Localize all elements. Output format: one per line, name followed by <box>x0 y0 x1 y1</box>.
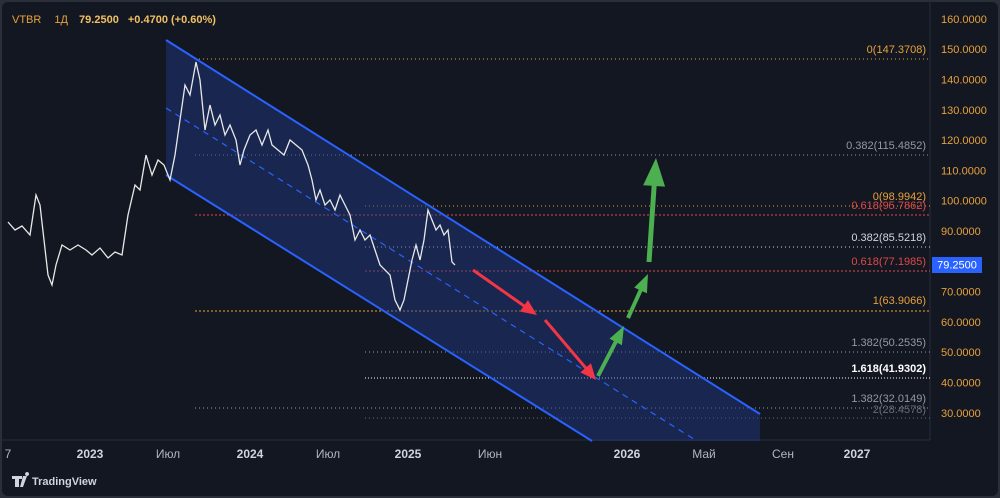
y-tick-label: 60.0000 <box>941 317 981 329</box>
x-tick-label: Июл <box>316 447 340 461</box>
fib-labels: 0(147.3708)0.382(115.4852)0(98.9942)0.61… <box>846 44 926 416</box>
y-tick-label: 130.0000 <box>941 105 987 117</box>
fib-label: 1.382(50.2535) <box>851 337 926 349</box>
channel-middle <box>165 107 698 442</box>
footer: TradingView <box>12 472 97 488</box>
price-line <box>7 61 456 312</box>
fib-label: 0(147.3708) <box>867 44 926 56</box>
symbol: VTBR <box>12 14 41 26</box>
current-price: 79.2500 <box>937 259 977 271</box>
price-tag-bg <box>932 257 982 273</box>
x-tick-label: Сен <box>772 447 794 461</box>
fib-label: 1.618(41.9302) <box>851 363 926 375</box>
x-tick-label: Июн <box>478 447 502 461</box>
x-tick-label: 2024 <box>237 447 264 461</box>
fib-label: 0.382(85.5218) <box>851 232 926 244</box>
fib-label: 0(98.9942) <box>873 191 926 203</box>
x-tick-label: 2027 <box>844 447 871 461</box>
arrow <box>472 268 537 315</box>
fib-lines <box>195 58 930 419</box>
header: VTBR 1Д 79.2500 +0.4700 (+0.60%) <box>12 14 216 26</box>
arrow <box>543 319 596 380</box>
price-change: +0.4700 (+0.60%) <box>128 14 216 26</box>
y-tick-label: 50.0000 <box>941 347 981 359</box>
arrow <box>596 326 624 377</box>
forecast-arrows <box>472 158 666 380</box>
y-tick-label: 110.0000 <box>941 165 986 177</box>
y-tick-label: 90.0000 <box>941 226 981 238</box>
interval: 1Д <box>54 14 68 26</box>
y-tick-label: 150.0000 <box>941 44 987 56</box>
x-tick-label: 7 <box>5 447 12 461</box>
fib-label: 1.382(32.0149) <box>851 393 926 405</box>
channel-fill <box>166 40 760 441</box>
x-tick-label: 2026 <box>614 447 641 461</box>
y-tick-label: 70.0000 <box>941 287 981 299</box>
time-axis: 7 2023 Июл 2024 Июл 2025 Июн 2026 Май Сен 2027 <box>5 447 871 461</box>
last-price: 79.2500 <box>79 14 119 26</box>
y-tick-label: 160.0000 <box>941 14 987 26</box>
x-tick-label: 2025 <box>395 447 422 461</box>
fib-label: 0.618(77.1985) <box>851 256 926 268</box>
x-tick-label: Май <box>692 447 716 461</box>
arrow <box>643 158 666 263</box>
y-tick-label: 40.0000 <box>941 378 981 390</box>
channel-bottom <box>165 174 593 442</box>
brand: TradingView <box>32 476 97 488</box>
fib-label: 1(63.9066) <box>873 295 926 307</box>
fib-label: 0.382(115.4852) <box>846 140 926 152</box>
channel-top <box>165 39 761 415</box>
y-tick-label: 140.0000 <box>941 75 987 87</box>
x-tick-label: Июл <box>156 447 180 461</box>
y-tick-label: 100.0000 <box>941 196 987 208</box>
arrow <box>626 274 648 319</box>
y-tick-label: 120.0000 <box>941 135 987 147</box>
fib-label: 2(28.4578) <box>873 404 926 416</box>
y-tick-label: 30.0000 <box>941 408 981 420</box>
fib-label: 0.618(95.7862) <box>851 200 926 212</box>
logo <box>12 472 30 487</box>
x-tick-label: 2023 <box>77 447 104 461</box>
